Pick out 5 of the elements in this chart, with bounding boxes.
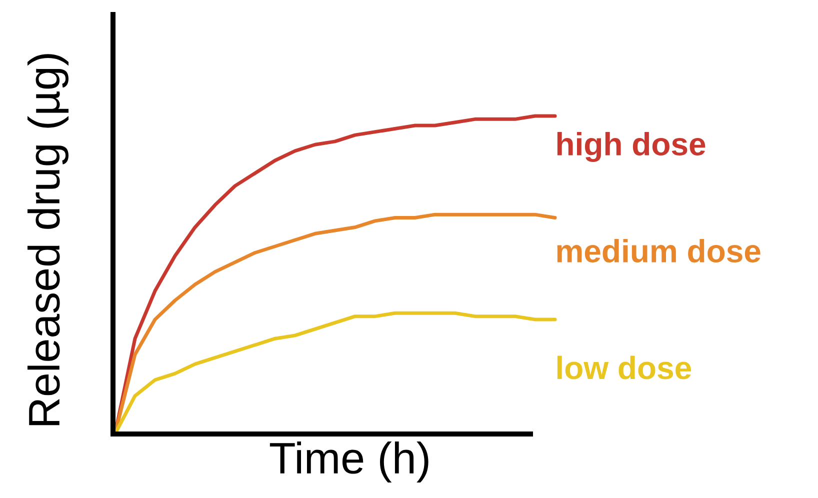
x-axis-title: Time (h) [270, 442, 428, 482]
y-axis-title: Released drug (µg) [27, 54, 69, 426]
series-label: high dose [557, 132, 706, 162]
series-label: low dose [557, 356, 692, 380]
series-label: medium dose [557, 239, 760, 262]
